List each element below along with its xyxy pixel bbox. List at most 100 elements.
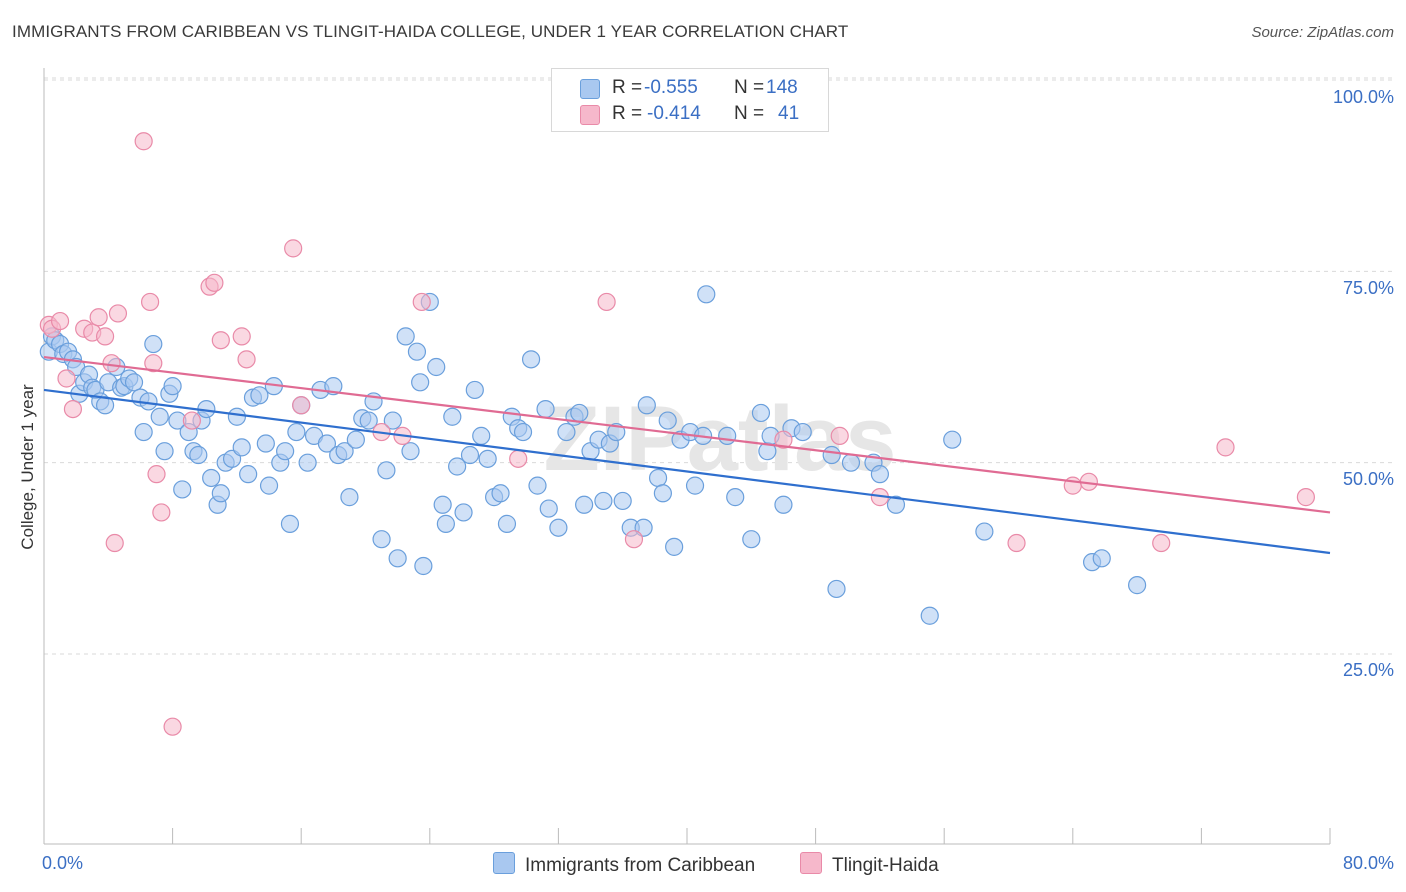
point-tlingit-haida — [63, 399, 83, 419]
point-tlingit-haida — [232, 327, 251, 346]
legend-swatch-pink — [580, 105, 600, 125]
point-tlingit-haida — [292, 396, 311, 415]
point-caribbean — [173, 480, 192, 499]
point-caribbean — [250, 386, 269, 405]
point-caribbean — [465, 380, 484, 400]
point-caribbean — [388, 549, 407, 568]
point-caribbean — [827, 579, 846, 599]
x-tick-label: 80.0% — [1342, 853, 1394, 873]
point-caribbean — [256, 434, 275, 453]
legend-r-value: -0.555 — [644, 77, 698, 98]
point-caribbean — [613, 491, 632, 511]
point-caribbean — [443, 407, 462, 426]
point-caribbean — [886, 495, 906, 514]
legend-swatch-pink — [800, 852, 822, 874]
point-caribbean — [280, 514, 300, 533]
point-caribbean — [448, 457, 467, 476]
point-caribbean — [478, 449, 497, 468]
point-caribbean — [227, 407, 246, 426]
point-caribbean — [211, 484, 230, 503]
point-tlingit-haida — [140, 292, 160, 312]
point-caribbean — [975, 522, 994, 541]
point-caribbean — [239, 465, 258, 484]
source-label: Source: ZipAtlas.com — [1251, 24, 1394, 41]
point-caribbean — [793, 422, 812, 442]
point-caribbean — [539, 499, 558, 518]
point-caribbean — [436, 514, 455, 533]
point-caribbean — [491, 484, 510, 503]
point-caribbean — [317, 434, 337, 453]
point-tlingit-haida — [624, 530, 644, 549]
point-caribbean — [189, 445, 208, 465]
point-tlingit-haida — [57, 369, 76, 388]
chart-title: IMMIGRANTS FROM CARIBBEAN VS TLINGIT-HAI… — [12, 22, 849, 41]
trend-line-tlingit-haida — [43, 355, 1331, 514]
point-caribbean — [557, 422, 576, 442]
legend-n-value: 41 — [778, 103, 800, 124]
point-tlingit-haida — [509, 449, 528, 468]
point-tlingit-haida — [412, 292, 431, 312]
point-caribbean — [472, 426, 491, 445]
point-caribbean — [407, 342, 427, 361]
point-caribbean — [521, 350, 541, 369]
point-caribbean — [414, 556, 433, 576]
point-caribbean — [411, 373, 430, 392]
point-caribbean — [549, 518, 568, 537]
series-name: Immigrants from Caribbean — [525, 855, 756, 876]
legend-r-value: -0.414 — [647, 103, 701, 124]
point-caribbean — [372, 530, 391, 549]
point-caribbean — [324, 377, 343, 396]
point-caribbean — [1092, 549, 1111, 568]
point-caribbean — [637, 396, 656, 415]
legend-row-caribbean: R = -0.555 N = 148 — [552, 75, 828, 101]
x-tick-label: 0.0% — [42, 853, 84, 873]
point-caribbean — [460, 445, 480, 465]
point-caribbean — [163, 377, 182, 396]
point-tlingit-haida — [1007, 533, 1026, 553]
point-caribbean — [653, 484, 672, 503]
y-tick-label: 100.0% — [1332, 87, 1394, 107]
point-caribbean — [259, 476, 279, 495]
point-caribbean — [276, 442, 295, 461]
point-tlingit-haida — [163, 717, 182, 736]
point-caribbean — [575, 495, 594, 514]
point-tlingit-haida — [830, 426, 849, 445]
point-tlingit-haida — [1216, 438, 1235, 457]
point-tlingit-haida — [134, 132, 153, 151]
series-name: Tlingit-Haida — [832, 855, 939, 876]
point-caribbean — [232, 438, 251, 457]
point-tlingit-haida — [95, 327, 115, 346]
point-caribbean — [433, 495, 452, 514]
legend-n-label: N = — [734, 77, 765, 98]
point-caribbean — [570, 403, 589, 423]
point-caribbean — [920, 606, 939, 625]
point-caribbean — [528, 476, 547, 495]
point-caribbean — [513, 422, 533, 442]
bottom-legend-tlingit: Tlingit-Haida — [800, 852, 939, 877]
point-tlingit-haida — [284, 239, 303, 258]
point-tlingit-haida — [108, 304, 128, 323]
point-caribbean — [202, 468, 221, 488]
y-axis-label: College, Under 1 year — [18, 384, 37, 550]
point-tlingit-haida — [102, 354, 121, 373]
point-tlingit-haida — [597, 292, 616, 312]
point-tlingit-haida — [205, 273, 224, 292]
point-tlingit-haida — [1296, 488, 1315, 507]
point-caribbean — [359, 411, 378, 430]
point-tlingit-haida — [144, 354, 163, 373]
legend-row-tlingit: R = -0.414 N = 41 — [552, 101, 828, 127]
point-caribbean — [685, 476, 705, 495]
point-tlingit-haida — [211, 331, 230, 350]
legend-swatch-blue — [493, 852, 515, 874]
point-caribbean — [665, 537, 684, 556]
point-caribbean — [346, 430, 365, 449]
point-caribbean — [340, 488, 359, 507]
axes — [43, 68, 1331, 845]
point-caribbean — [497, 514, 517, 533]
point-caribbean — [726, 488, 745, 507]
point-caribbean — [454, 503, 473, 522]
point-tlingit-haida — [50, 311, 70, 331]
point-tlingit-haida — [147, 465, 166, 484]
legend-r-label: R = — [612, 103, 643, 124]
